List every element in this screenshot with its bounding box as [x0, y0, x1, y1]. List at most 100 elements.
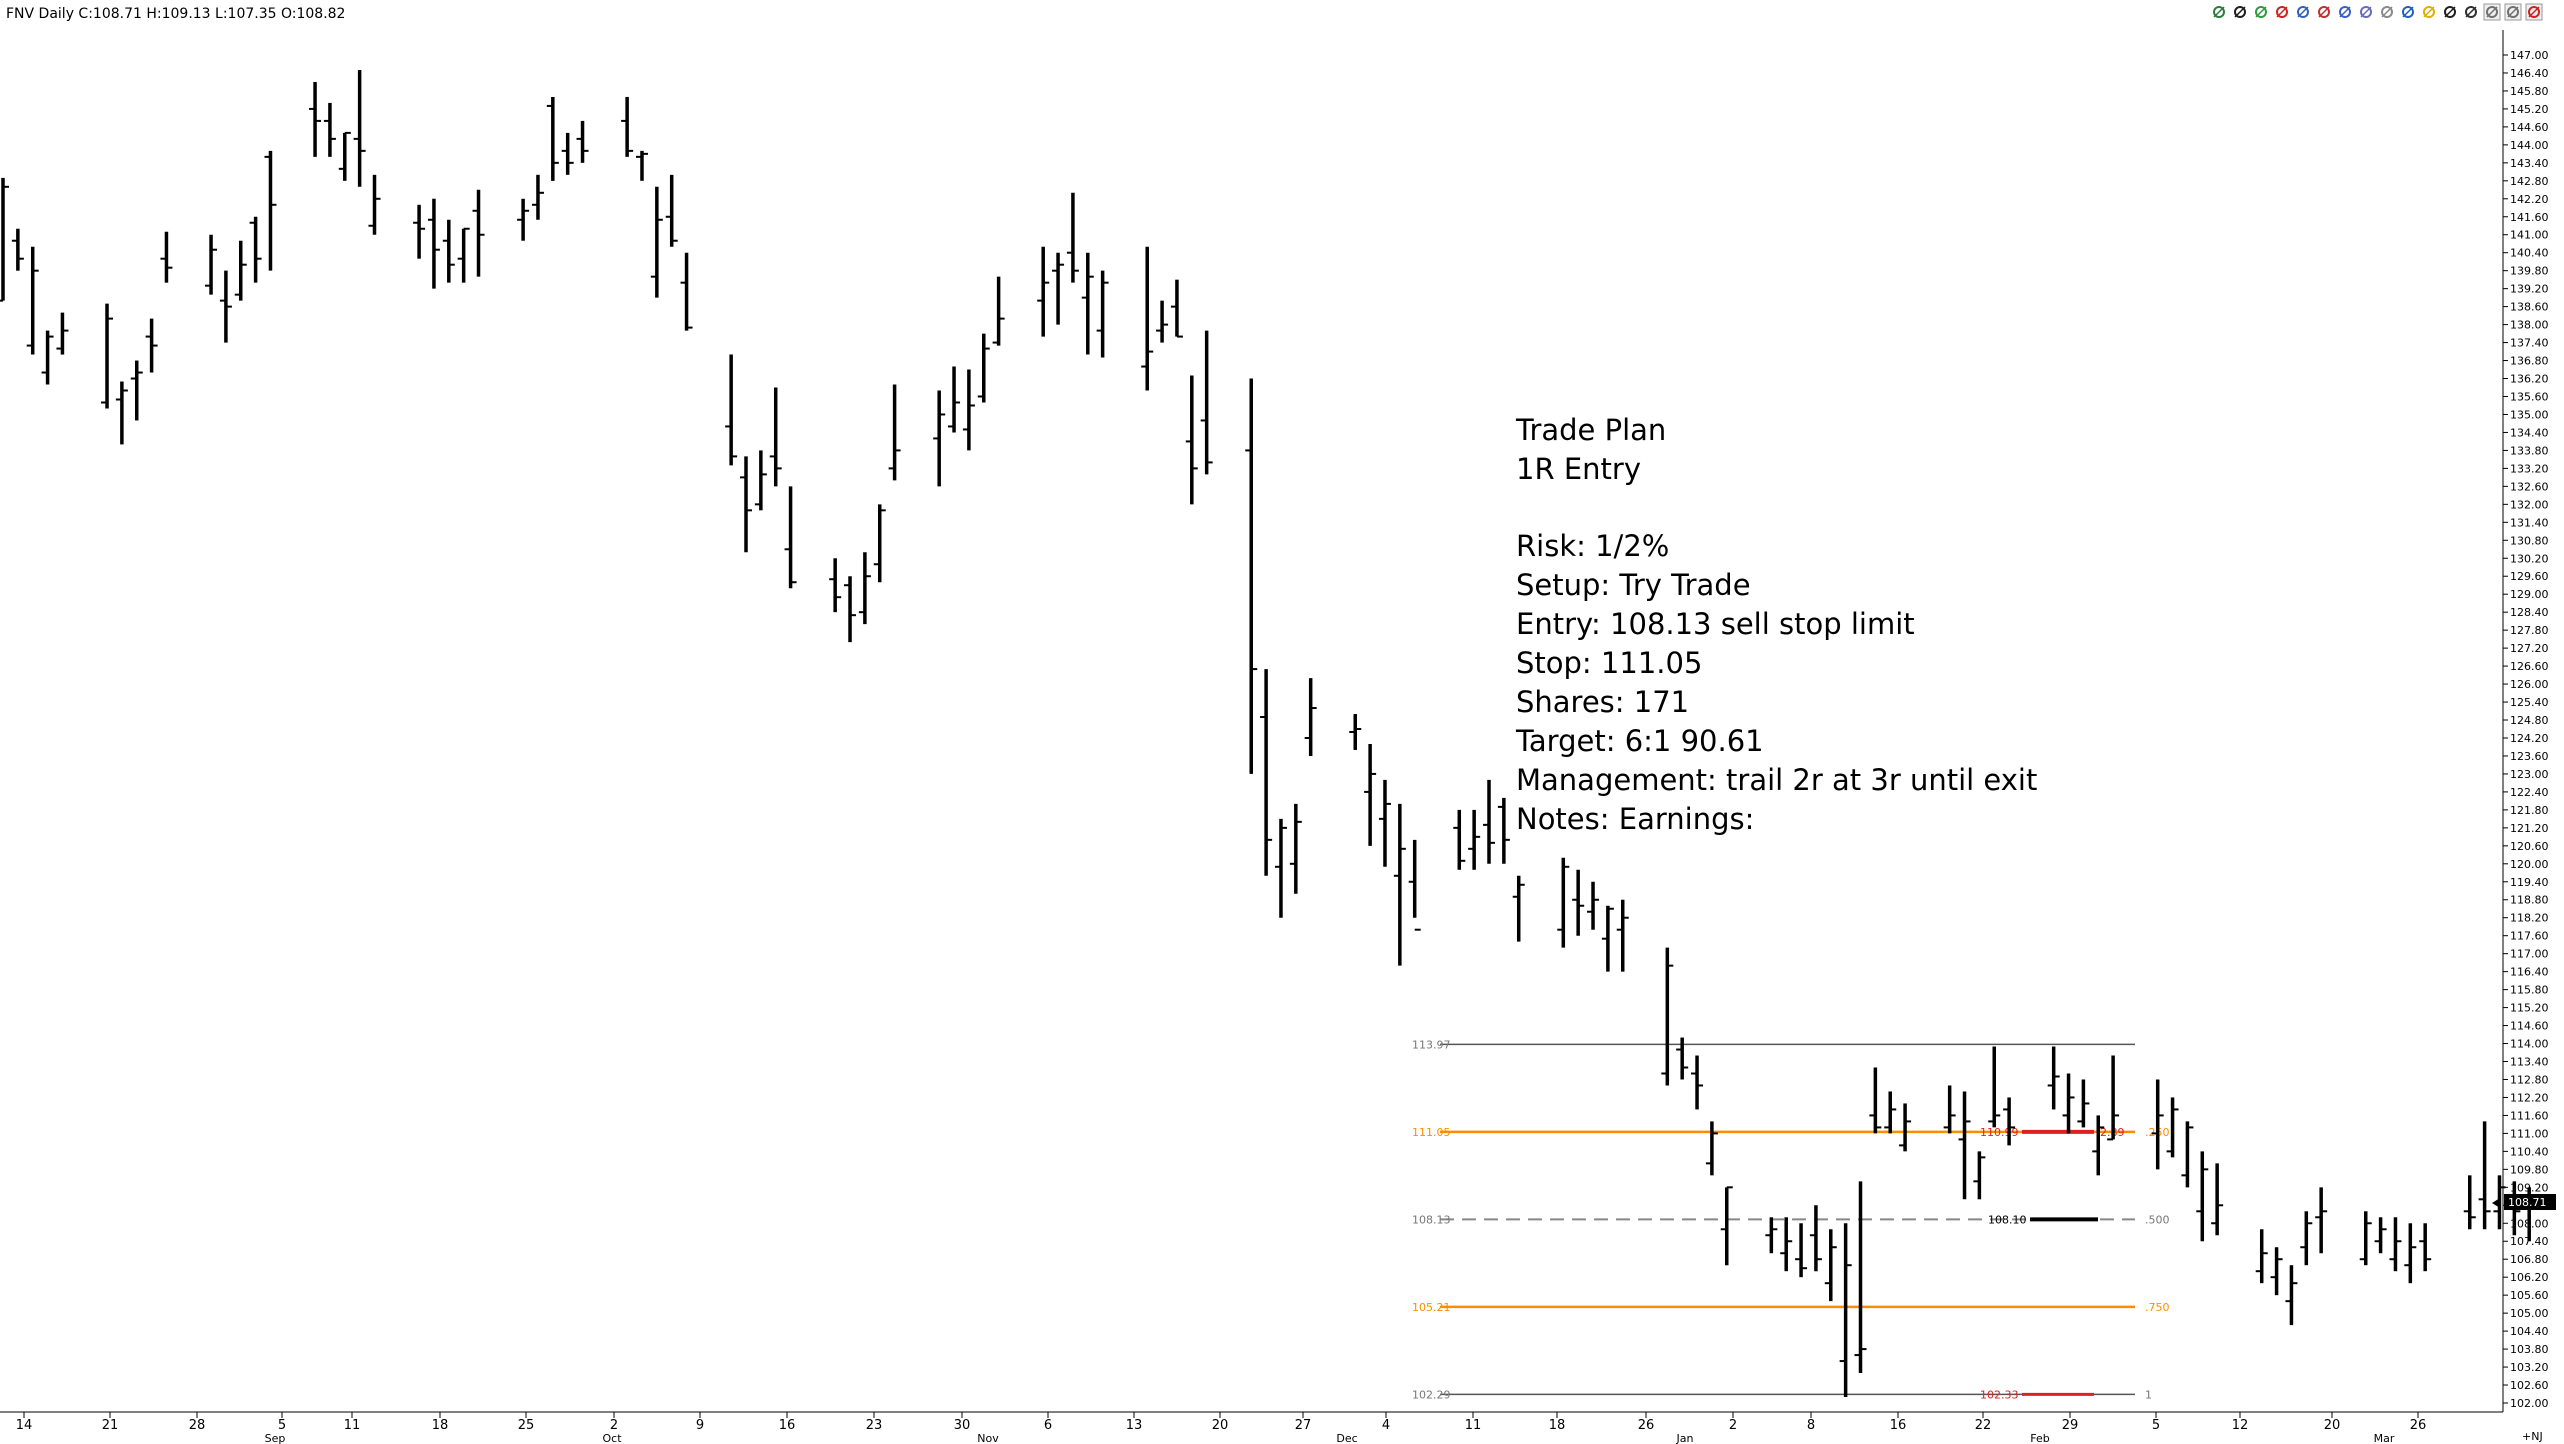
ohlc-bar	[1349, 714, 1362, 750]
crosshair-icon[interactable]	[2444, 6, 2456, 18]
trade-levels[interactable]: 113.97111.05.250108.13.500105.21.750102.…	[1412, 1038, 2170, 1401]
parallel-lines-icon[interactable]	[2360, 6, 2372, 18]
level-left-label-lower: 105.21	[1412, 1301, 1451, 1314]
trade-plan-management: Management: trail 2r at 3r until exit	[1516, 763, 2037, 797]
ohlc-bar	[249, 216, 262, 283]
crosshair-icon-glyph	[2444, 6, 2456, 18]
restore-icon[interactable]	[2504, 3, 2522, 21]
ohlc-bar	[1884, 1091, 1897, 1134]
ohlc-bar	[2062, 1073, 2075, 1134]
date-tick-label: 16	[1890, 1418, 1907, 1433]
ruler-icon-stroke	[2381, 6, 2393, 18]
price-tick-label: 147.00	[2510, 49, 2549, 62]
price-tick-label: 127.80	[2510, 624, 2549, 637]
ohlc-bar	[0, 177, 9, 302]
price-tick-label: 123.60	[2510, 750, 2549, 763]
date-tick-label: 4	[1382, 1418, 1390, 1433]
date-tick-label: 16	[779, 1418, 796, 1433]
price-tick-label: 142.80	[2510, 175, 2549, 188]
ohlc-bar	[1691, 1055, 1704, 1110]
ohlc-bar	[145, 318, 158, 373]
ohlc-bar	[234, 240, 247, 301]
minimize-icon[interactable]	[2483, 3, 2501, 21]
ohlc-bar	[650, 186, 663, 298]
price-tick-label: 138.60	[2510, 301, 2549, 314]
curve-icon[interactable]	[2297, 6, 2309, 18]
price-pointer-icon	[2492, 1198, 2500, 1208]
level-right-label-lower: .750	[2145, 1301, 2170, 1314]
ohlc-bar	[1676, 1037, 1689, 1080]
current-price-box	[2504, 1194, 2556, 1210]
current-price-marker: 108.71	[2492, 1194, 2556, 1210]
drawing-toolbar[interactable]	[2213, 3, 2543, 21]
price-tick-label: 125.40	[2510, 696, 2549, 709]
trade-plan-risk: Risk: 1/2%	[1516, 529, 1669, 563]
trade-plan-note[interactable]: Trade Plan 1R Entry Risk: 1/2% Setup: Tr…	[1515, 413, 2037, 836]
no-entry-icon-stroke	[2276, 6, 2288, 18]
parallel-lines-icon-stroke	[2360, 6, 2372, 18]
ohlc-bar	[844, 576, 857, 643]
date-tick-label: 12	[2232, 1418, 2249, 1433]
ohlc-bar	[2359, 1211, 2372, 1266]
price-tick-label: 122.40	[2510, 786, 2549, 799]
cursor-icon[interactable]	[2234, 6, 2246, 18]
ohlc-bar	[1839, 1223, 1852, 1398]
price-tick-label: 103.20	[2510, 1361, 2549, 1374]
price-axis-panel[interactable]	[2503, 30, 2564, 1410]
ohlc-bar	[1809, 1205, 1822, 1272]
date-tick-label: 29	[2062, 1418, 2079, 1433]
ohlc-bar	[115, 381, 128, 445]
price-tick-label: 111.60	[2510, 1109, 2549, 1122]
wave-icon[interactable]	[2465, 6, 2477, 18]
price-tick-label: 102.00	[2510, 1397, 2549, 1410]
price-tick-label: 144.00	[2510, 139, 2549, 152]
price-tick-label: 137.40	[2510, 337, 2549, 350]
ohlc-bars	[0, 69, 2536, 1398]
price-tick-label: 111.00	[2510, 1127, 2549, 1140]
minimize-icon-stroke	[2486, 6, 2498, 18]
pencil-icon-glyph	[2318, 6, 2330, 18]
ohlc-bar	[1096, 270, 1109, 358]
ohlc-bar	[1200, 330, 1213, 475]
price-tick-label: 130.80	[2510, 534, 2549, 547]
trade-plan-stop: Stop: 111.05	[1516, 646, 1702, 680]
fibonacci-icon[interactable]	[2402, 6, 2414, 18]
price-tick-label: 131.40	[2510, 516, 2549, 529]
price-tick-label: 146.40	[2510, 67, 2549, 80]
text-icon[interactable]	[2423, 6, 2435, 18]
price-tick-label: 106.80	[2510, 1253, 2549, 1266]
no-entry-icon[interactable]	[2276, 6, 2288, 18]
price-tick-label: 109.80	[2510, 1163, 2549, 1176]
trade-plan-subtitle: 1R Entry	[1516, 452, 1641, 486]
ohlc-bar	[205, 234, 218, 295]
trade-plan-setup: Setup: Try Trade	[1516, 568, 1751, 602]
price-tick-label: 134.40	[2510, 426, 2549, 439]
fibonacci-icon-stroke	[2402, 6, 2414, 18]
price-tick-label: 139.20	[2510, 283, 2549, 296]
ohlc-bar	[740, 456, 752, 553]
trendline-icon[interactable]	[2339, 6, 2351, 18]
ohlc-bar	[2166, 1097, 2179, 1158]
ohlc-bar	[457, 227, 470, 283]
curve-icon-stroke	[2297, 6, 2309, 18]
trend-arrow-icon[interactable]	[2255, 6, 2267, 18]
date-tick-label: 20	[1212, 1418, 1229, 1433]
ohlc-bar	[2270, 1247, 2283, 1296]
pencil-icon[interactable]	[2318, 6, 2330, 18]
ohlc-bar	[829, 558, 842, 613]
date-tick-label: 27	[1295, 1418, 1312, 1433]
symbol-info: FNV Daily C:108.71 H:109.13 L:107.35 O:1…	[6, 6, 345, 22]
ohlc-bar	[2374, 1217, 2387, 1254]
date-tick-label: 2	[610, 1418, 618, 1433]
price-tick-label: 105.00	[2510, 1307, 2549, 1320]
price-tick-label: 141.00	[2510, 229, 2549, 242]
ohlc-bar	[576, 120, 589, 163]
close-icon[interactable]	[2525, 3, 2543, 21]
draw-tools-icon[interactable]	[2213, 6, 2225, 18]
ohlc-bar	[933, 390, 946, 487]
month-label: Sep	[265, 1432, 286, 1444]
ohlc-bar	[472, 189, 485, 277]
ohlc-bar	[2092, 1115, 2105, 1176]
ruler-icon[interactable]	[2381, 6, 2393, 18]
